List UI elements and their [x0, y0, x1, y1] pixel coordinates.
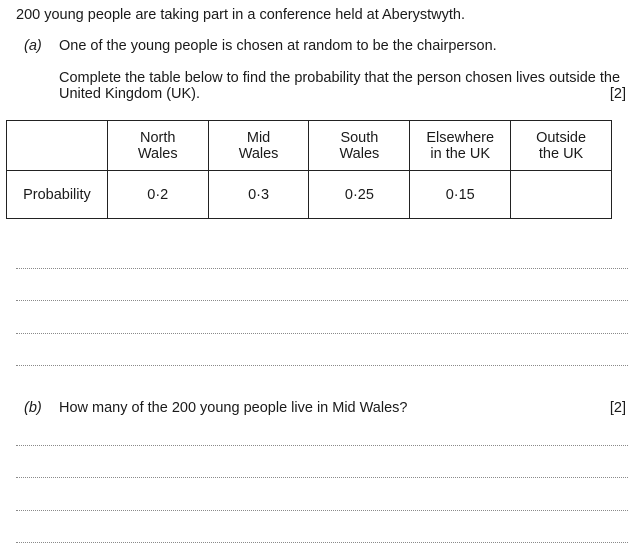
table-probability-row: Probability 0·2 0·3 0·25 0·15 — [6, 170, 612, 219]
header-line: in the UK — [430, 145, 491, 162]
header-line: Mid — [246, 129, 271, 146]
header-line: Wales — [339, 145, 380, 162]
part-a-question: One of the young people is chosen at ran… — [59, 38, 497, 54]
part-a-label: (a) — [24, 38, 42, 54]
answer-line[interactable] — [16, 477, 628, 478]
probability-table: North Wales Mid Wales South Wales Elsewh… — [6, 120, 612, 219]
probability-north-wales: 0·2 — [106, 170, 209, 219]
part-a-instruction-line2: United Kingdom (UK). — [59, 86, 201, 102]
part-a-instruction-line1: Complete the table below to find the pro… — [59, 70, 621, 86]
table-header-mid-wales: Mid Wales — [207, 120, 310, 171]
answer-line[interactable] — [16, 333, 628, 334]
answer-line[interactable] — [16, 510, 628, 511]
header-line: Wales — [238, 145, 279, 162]
probability-elsewhere-uk: 0·15 — [409, 170, 512, 219]
header-line: South — [340, 129, 379, 146]
header-line: Elsewhere — [426, 129, 495, 146]
probability-outside-uk-answer-cell[interactable] — [510, 170, 612, 219]
part-b-question: How many of the 200 young people live in… — [59, 400, 408, 416]
probability-south-wales: 0·25 — [308, 170, 411, 219]
header-line: Outside — [536, 129, 587, 146]
answer-line[interactable] — [16, 300, 628, 301]
answer-line[interactable] — [16, 268, 628, 269]
table-header-south-wales: South Wales — [308, 120, 411, 171]
table-header-blank — [6, 120, 108, 171]
answer-line[interactable] — [16, 542, 628, 543]
row-label-probability: Probability — [6, 170, 108, 219]
table-header-outside-uk: Outside the UK — [510, 120, 612, 171]
intro-text: 200 young people are taking part in a co… — [16, 7, 465, 23]
part-b-marks: [2] — [609, 400, 626, 416]
answer-line[interactable] — [16, 365, 628, 366]
probability-mid-wales: 0·3 — [207, 170, 310, 219]
part-a-marks: [2] — [609, 86, 626, 102]
part-b-label: (b) — [24, 400, 42, 416]
table-header-elsewhere-uk: Elsewhere in the UK — [409, 120, 512, 171]
table-header-north-wales: North Wales — [106, 120, 209, 171]
header-line: Wales — [137, 145, 178, 162]
header-line: North — [140, 129, 176, 146]
table-header-row: North Wales Mid Wales South Wales Elsewh… — [6, 120, 612, 171]
header-line: the UK — [538, 145, 584, 162]
answer-line[interactable] — [16, 445, 628, 446]
